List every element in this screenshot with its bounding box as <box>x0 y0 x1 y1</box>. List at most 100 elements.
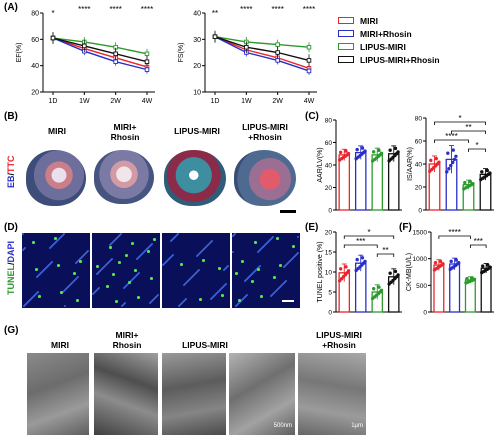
series-line <box>214 36 310 62</box>
tunel-positive-cell <box>254 241 257 244</box>
stain-tunel: TUNEL <box>6 265 16 296</box>
dapi-nucleus <box>24 247 26 249</box>
data-point <box>113 59 118 64</box>
series-line <box>214 36 310 69</box>
dapi-nucleus <box>73 280 75 282</box>
tunel-positive-cell <box>150 277 153 280</box>
dapi-nucleus <box>50 246 52 248</box>
y-axis-label: IS/AAR(%) <box>407 147 414 181</box>
tunel-positive-cell <box>153 238 156 241</box>
dapi-nucleus <box>187 280 189 282</box>
y-tick-label: 0 <box>423 310 427 317</box>
em-group-label: MIRI+ Rhosin <box>112 330 142 350</box>
data-point <box>144 51 150 57</box>
y-tick-label: 80 <box>415 116 423 123</box>
dapi-nucleus <box>279 286 281 288</box>
dapi-nucleus <box>95 290 97 292</box>
significance-label: ** <box>465 123 471 132</box>
data-point <box>212 34 218 39</box>
x-tick-label: 1W <box>241 98 252 105</box>
bar <box>480 267 492 313</box>
dapi-nucleus <box>212 296 214 298</box>
dapi-nucleus <box>156 295 158 297</box>
em-scale-label: 1μm <box>351 423 363 429</box>
dapi-nucleus <box>123 303 125 305</box>
dapi-nucleus <box>260 248 262 250</box>
dapi-nucleus <box>119 234 121 236</box>
tunel-positive-cell <box>218 267 221 270</box>
significance-label: **** <box>78 5 90 14</box>
data-dot <box>481 264 485 268</box>
dapi-nucleus <box>265 243 267 245</box>
dapi-nucleus <box>185 298 187 300</box>
data-dot <box>388 271 392 275</box>
dapi-nucleus <box>58 238 60 240</box>
em-scale-label: 500nm <box>273 423 292 429</box>
data-dot <box>465 276 469 281</box>
data-point <box>306 68 312 74</box>
dapi-nucleus <box>253 271 255 273</box>
bar <box>338 154 351 211</box>
dapi-nucleus <box>226 266 228 268</box>
dapi-nucleus <box>250 274 252 276</box>
tunel-positive-cell <box>118 261 121 264</box>
dapi-nucleus <box>258 266 260 268</box>
dapi-nucleus <box>198 253 200 255</box>
dapi-nucleus <box>207 244 209 246</box>
y-axis-label: TUNEL positive (%) <box>317 241 324 302</box>
data-dot <box>451 148 455 152</box>
dapi-nucleus <box>200 251 202 253</box>
dapi-nucleus <box>68 285 70 287</box>
dapi-nucleus <box>276 289 278 291</box>
dapi-nucleus <box>168 258 170 260</box>
y-tick-label: 20 <box>31 90 39 97</box>
dapi-nucleus <box>237 303 239 305</box>
dapi-nucleus <box>135 275 137 277</box>
dapi-nucleus <box>126 284 128 286</box>
data-dot <box>344 265 348 269</box>
em-image-lipus-miri-1 <box>162 353 226 435</box>
dapi-nucleus <box>114 239 116 241</box>
dapi-nucleus <box>140 254 142 256</box>
data-dot <box>355 257 359 262</box>
dapi-nucleus <box>100 269 102 271</box>
dapi-nucleus <box>96 289 98 291</box>
dapi-nucleus <box>201 250 203 252</box>
data-point <box>50 35 56 41</box>
dapi-nucleus <box>110 243 112 245</box>
dapi-nucleus <box>281 284 283 286</box>
panel-label-c: (C) <box>305 111 319 122</box>
data-dot <box>488 265 492 269</box>
dapi-nucleus <box>179 304 181 306</box>
x-tick-label: 2W <box>110 98 121 105</box>
dapi-nucleus <box>137 257 139 259</box>
dapi-nucleus <box>27 301 29 303</box>
y-tick-label: 60 <box>325 140 333 147</box>
dapi-nucleus <box>125 285 127 287</box>
dapi-nucleus <box>84 253 86 255</box>
dapi-nucleus <box>211 297 213 299</box>
dapi-nucleus <box>36 292 38 294</box>
dapi-nucleus <box>49 263 51 265</box>
y-tick-label: 500 <box>416 283 427 290</box>
dapi-nucleus <box>44 268 46 270</box>
dapi-nucleus <box>25 303 27 305</box>
dapi-nucleus <box>189 278 191 280</box>
tunel-scale-bar <box>282 300 294 302</box>
data-dot <box>470 276 474 280</box>
data-dot <box>371 287 376 291</box>
dapi-nucleus <box>186 281 188 283</box>
dapi-nucleus <box>210 298 212 300</box>
significance-label: ** <box>212 9 218 18</box>
tunel-image-lipus-miri-rhosin <box>232 233 300 308</box>
dapi-nucleus <box>285 264 287 266</box>
dapi-nucleus <box>219 289 221 291</box>
dapi-nucleus <box>249 275 251 277</box>
dapi-nucleus <box>51 261 53 263</box>
dapi-nucleus <box>180 303 182 305</box>
bar <box>449 263 461 313</box>
dapi-nucleus <box>292 257 294 259</box>
dapi-nucleus <box>188 279 190 281</box>
legend-label: LIPUS-MIRI <box>360 41 406 52</box>
